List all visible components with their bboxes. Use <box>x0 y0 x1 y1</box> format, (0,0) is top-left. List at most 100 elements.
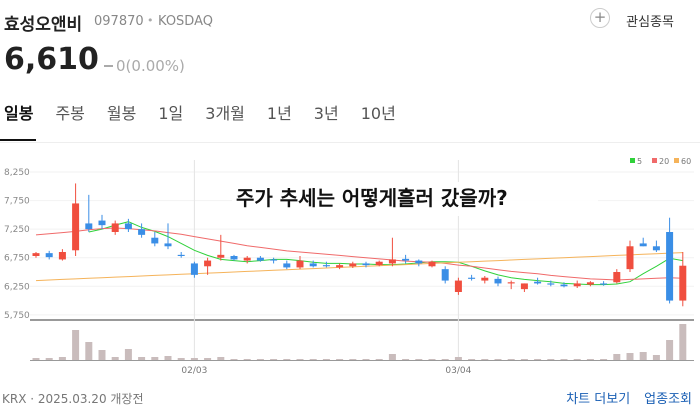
volume-bar <box>296 359 304 360</box>
candle-body <box>151 237 159 244</box>
candle-body <box>626 246 634 270</box>
period-tab[interactable]: 3년 <box>313 104 339 123</box>
candle-body <box>243 257 251 261</box>
volume-bar <box>441 359 449 360</box>
volume-bar <box>666 340 674 360</box>
candle-body <box>388 259 396 264</box>
volume-bar <box>217 357 225 360</box>
y-tick-label: 6,250 <box>4 282 30 292</box>
candle-body <box>613 272 621 283</box>
price-change: 0(0.00%) <box>116 57 185 75</box>
volume-bar <box>507 359 515 360</box>
y-tick-label: 7,250 <box>4 225 30 235</box>
volume-bar <box>190 358 198 360</box>
y-tick-label: 8,250 <box>4 168 30 178</box>
watch-button[interactable]: 관심종목 <box>626 15 674 30</box>
period-tab[interactable]: 10년 <box>360 104 396 123</box>
candle-body <box>336 265 344 268</box>
candle-body <box>230 256 238 260</box>
volume-bar <box>547 359 555 360</box>
candle-body <box>190 263 198 275</box>
volume-bar <box>573 359 581 360</box>
volume-bar <box>534 359 542 360</box>
no-change-icon <box>104 65 113 67</box>
legend-swatch <box>652 158 657 163</box>
volume-bar <box>32 358 40 360</box>
volume-bar <box>375 359 383 360</box>
volume-bar <box>72 330 80 360</box>
ma-line <box>35 252 683 282</box>
candle-body <box>679 265 687 301</box>
volume-bar <box>362 359 370 360</box>
candle-body <box>534 281 542 284</box>
volume-bar <box>415 359 423 360</box>
y-tick-label: 7,750 <box>4 197 30 207</box>
candle-body <box>58 252 66 260</box>
volume-bar <box>639 352 647 360</box>
volume-bar <box>177 358 185 360</box>
volume-bar <box>560 359 568 360</box>
volume-bar <box>494 359 502 360</box>
volume-bar <box>468 359 476 360</box>
y-tick-label: 5,750 <box>4 311 30 321</box>
volume-bar <box>85 342 93 360</box>
volume-bar <box>428 359 436 360</box>
candle-body <box>573 283 581 287</box>
volume-bar <box>349 359 357 360</box>
period-tab[interactable]: 1일 <box>158 104 184 123</box>
candle-body <box>177 254 185 256</box>
candle-body <box>494 278 502 284</box>
volume-bar <box>613 354 621 360</box>
volume-bar <box>336 359 344 360</box>
x-tick-label: 03/04 <box>445 366 471 376</box>
stock-name: 효성오앤비 <box>4 15 83 35</box>
candle-body <box>296 260 304 268</box>
candle-body <box>32 253 40 256</box>
candle-body <box>72 203 80 251</box>
candle-body <box>547 283 555 285</box>
candle-body <box>468 277 476 279</box>
volume-bar <box>626 353 634 360</box>
volume-bar <box>230 359 238 360</box>
candle-body <box>402 258 410 261</box>
market: KOSDAQ <box>158 14 213 29</box>
period-tab[interactable]: 1년 <box>266 104 292 123</box>
volume-bar <box>124 349 132 360</box>
candle-body <box>309 263 317 267</box>
ma-line <box>35 227 683 281</box>
period-tab[interactable]: 월봉 <box>106 104 137 123</box>
period-tab[interactable]: 주봉 <box>55 104 85 123</box>
volume-bar <box>679 324 687 360</box>
volume-bar <box>204 358 212 360</box>
volume-bar <box>151 357 159 360</box>
candle-body <box>666 232 674 301</box>
candle-body <box>600 283 608 285</box>
volume-bar <box>481 359 489 360</box>
candle-body <box>481 277 489 281</box>
volume-bar <box>586 359 594 360</box>
volume-bar <box>520 359 528 360</box>
ma-line <box>88 221 683 286</box>
candle-body <box>111 223 119 232</box>
candle-body <box>322 265 330 267</box>
separator: • <box>147 14 154 27</box>
period-tab[interactable]: 3개월 <box>205 104 245 123</box>
candle-body <box>256 257 264 261</box>
period-tab[interactable]: 일봉 <box>4 104 34 123</box>
candle-body <box>217 254 225 258</box>
volume-bar <box>58 357 66 360</box>
volume-bar <box>309 359 317 360</box>
volume-bar <box>322 359 330 360</box>
candle-body <box>586 282 594 285</box>
divider <box>0 142 700 143</box>
candle-body <box>520 283 528 290</box>
footer-links: 차트 더보기 업종조회 <box>552 388 692 407</box>
candle-body <box>560 284 568 287</box>
period-tabs: 일봉 주봉 월봉 1일 3개월 1년 3년 10년 <box>4 100 418 124</box>
candle-body <box>349 263 357 267</box>
candle-body <box>283 263 291 268</box>
volume-bar <box>138 357 146 360</box>
watch-icon[interactable]: + <box>590 8 610 28</box>
